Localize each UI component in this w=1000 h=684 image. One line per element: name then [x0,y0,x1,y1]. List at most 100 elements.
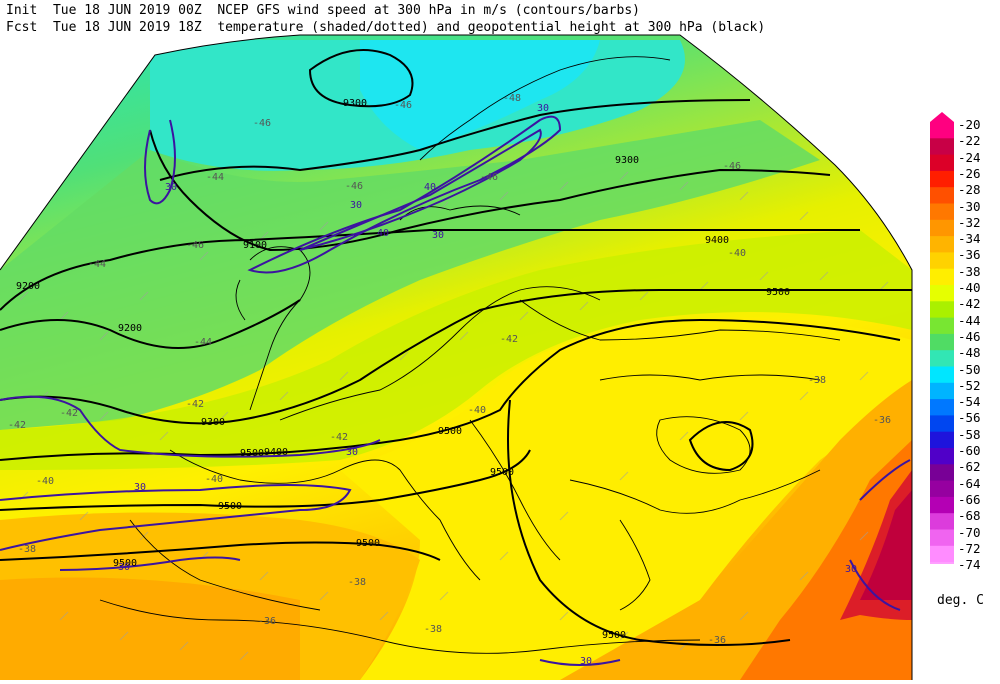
height-label: 9500 [490,467,514,478]
region-22-east [860,490,912,600]
wind-label: 40 [377,228,389,239]
temp-label: -46 [186,240,204,251]
region-46 [0,120,820,430]
colorbar-swatch [930,415,954,433]
height-label: 9100 [243,240,267,251]
wind-label: 30 [350,200,362,211]
temp-label: -46 [253,118,271,129]
temp-label: -42 [186,399,204,410]
colorbar-tick-label: -42 [958,296,981,312]
colorbar-tick-label: -34 [958,231,981,247]
region-32-west [0,577,300,680]
height-label: 9300 [343,98,367,109]
jet-30-south [0,484,352,551]
contour-9500-a [0,289,912,425]
temp-label: -36 [873,415,891,426]
contour-high-center [688,421,754,472]
units-label: deg. C [937,593,984,608]
colorbar-svg [930,112,954,564]
jet-30-east [849,459,911,611]
colorbar-tick-label: -54 [958,394,981,410]
contour-9300-north [159,99,751,181]
colorbar-tick-label: -64 [958,475,981,491]
colorbar-swatch [930,170,954,188]
temp-label-group: -46 -48 -46 -44 -46 -44 -46 -46 -46 -44 … [8,93,891,646]
colorbar-tick-label: -32 [958,214,981,230]
colorbar-swatch [930,464,954,482]
colorbar-tick-label: -30 [958,198,981,214]
temp-label: -36 [258,616,276,627]
colorbar-tick-label: -36 [958,247,981,263]
temp-label: -36 [708,635,726,646]
contour-9600 [0,541,441,561]
wind-label: 30 [845,564,857,575]
colorbar-swatch [930,448,954,465]
height-label: 9500 [766,287,790,298]
wind-label: 30 [165,182,177,193]
wind-label: 30 [118,562,130,573]
region-30-east [740,440,912,680]
temp-label: -42 [8,420,26,431]
colorbar-cap [930,112,954,122]
colorbar-tick-label: -26 [958,165,981,181]
colorbar-swatch [930,154,954,172]
colorbar-tick-label: -40 [958,280,981,295]
wind-label: 40 [424,182,436,193]
height-contours [0,49,912,646]
colorbar-swatch [930,203,954,221]
jet-30-south-b [59,556,241,571]
wind-label-group: 30 30 40 40 30 30 30 30 30 30 30 [118,103,857,667]
colorbar-swatch [930,529,954,547]
temp-label: -42 [330,432,348,443]
wind-label: 30 [134,482,146,493]
contour-9500-b [0,318,901,461]
temp-label: -40 [728,248,746,259]
height-label: 9500 [356,538,380,549]
colorbar-tick-label: -50 [958,361,981,377]
colorbar-swatch [930,350,954,367]
colorbar-swatch [930,252,954,270]
temp-label: -44 [194,337,212,348]
map-border [0,34,913,680]
temp-label: -42 [60,408,78,419]
colorbar-tick-label: -68 [958,508,981,524]
coastlines [99,56,841,654]
colorbar-swatch [930,317,954,335]
temp-label: -46 [480,172,498,183]
cold-region-50 [360,40,600,150]
colorbar-tick-label: -24 [958,149,981,165]
colorbar-swatch [930,382,954,400]
temp-label: -42 [500,334,518,345]
height-label: 9300 [615,155,639,166]
temp-label: -40 [468,405,486,416]
product-title: NCEP GFS wind speed at 300 hPa in m/s (c… [217,3,640,18]
wind-label: 30 [432,230,444,241]
jet-30-bottom [539,659,621,666]
height-label: 9200 [16,281,40,292]
colorbar-tick-label: -28 [958,182,981,198]
height-label: 9500 [240,448,264,459]
product-subtitle: temperature (shaded/dotted) and geopoten… [217,20,766,35]
colorbar-swatch [930,562,954,564]
forecast-time: Fcst Tue 18 JUN 2019 18Z [6,20,202,35]
colorbar-tick-label: -56 [958,410,981,426]
colorbar-swatch [930,513,954,530]
colorbar-tick-label: -74 [958,557,981,573]
colorbar-swatch [930,268,954,286]
colorbar-tick-label: -72 [958,540,981,556]
colorbar-swatch [930,122,954,139]
map-header: Init Tue 18 JUN 2019 00Z NCEP GFS wind s… [6,2,786,36]
colorbar-tick-label: -58 [958,426,981,442]
colorbar-swatch [930,366,954,384]
wind-label: 30 [580,656,592,667]
colorbar-tick-label: -46 [958,328,981,344]
colorbar-tick-label: -22 [958,133,981,149]
region-38 [340,317,912,680]
colorbar-swatch [930,138,954,156]
height-label: 9200 [118,323,142,334]
weather-map: 9300 9100 9200 9200 9300 9300 9400 9500 … [0,34,913,680]
colorbar-tick-label: -62 [958,459,981,475]
contour-9400 [0,228,860,311]
colorbar-swatch [930,545,954,563]
colorbar-swatch [930,187,954,204]
